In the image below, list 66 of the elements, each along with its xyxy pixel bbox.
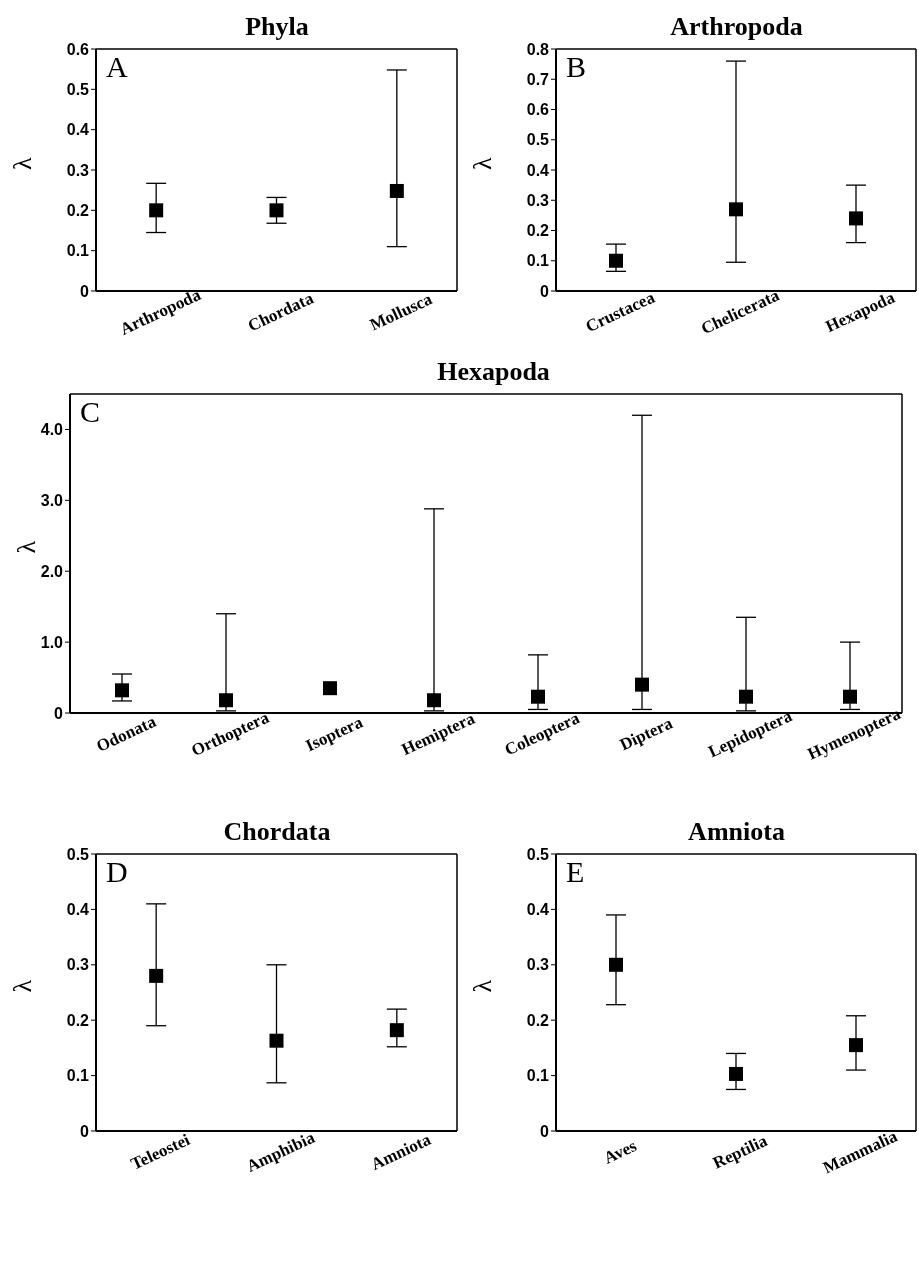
point (219, 693, 233, 708)
y-tick-label: 3.0 (40, 492, 64, 510)
point (635, 677, 649, 692)
point (849, 1038, 863, 1053)
point (729, 1066, 743, 1081)
y-tick-label: 0.6 (526, 101, 550, 119)
point (609, 253, 623, 268)
chart-title: Arthropoda (669, 12, 804, 42)
point (609, 957, 623, 972)
point (849, 211, 863, 226)
y-axis-title: λ (468, 157, 498, 170)
y-axis-title: λ (8, 157, 38, 170)
y-tick-label: 0.4 (526, 901, 550, 919)
x-tick-label: Aves (600, 1136, 640, 1168)
y-tick-label: 0.2 (526, 1011, 550, 1029)
y-axis-title: λ (8, 979, 38, 993)
point (531, 689, 545, 704)
y-tick-label: 4.0 (40, 421, 64, 439)
point (269, 1033, 284, 1048)
y-tick-label: 0.2 (526, 222, 550, 240)
y-tick-label: 0.5 (526, 131, 550, 149)
point (115, 683, 129, 698)
y-tick-label: 0.3 (66, 161, 90, 179)
point (427, 693, 441, 708)
y-tick-label: 0.3 (526, 956, 550, 974)
y-tick-label: 0.6 (66, 40, 90, 58)
y-tick-label: 0.5 (66, 845, 90, 863)
y-tick-label: 0.5 (526, 845, 550, 863)
y-tick-label: 0.2 (66, 1011, 90, 1029)
annotation: D (106, 855, 128, 888)
y-tick-label: 0 (540, 282, 550, 300)
annotation: E (566, 855, 585, 888)
y-tick-label: 0.4 (526, 161, 550, 179)
y-tick-label: 1.0 (40, 633, 64, 651)
chart-title: Hexapoda (436, 357, 551, 387)
y-tick-label: 0 (80, 282, 90, 300)
y-tick-label: 0.1 (66, 242, 90, 260)
y-tick-label: 2.0 (40, 562, 64, 580)
annotation: A (106, 50, 128, 83)
point (739, 689, 753, 704)
y-tick-label: 0.1 (66, 1067, 90, 1085)
point (729, 202, 743, 217)
chart-title: Amniota (687, 817, 786, 847)
y-axis-title: λ (12, 540, 42, 554)
y-tick-label: 0.4 (66, 901, 90, 919)
y-tick-label: 0.2 (66, 202, 90, 220)
y-tick-label: 0.3 (526, 191, 550, 209)
annotation: B (566, 50, 587, 83)
y-axis-title: λ (468, 979, 498, 993)
y-tick-label: 0.1 (526, 1067, 550, 1085)
y-tick-label: 0 (540, 1122, 550, 1140)
point (389, 1023, 404, 1038)
chart-title: Chordata (222, 817, 332, 847)
chart-title: Phyla (244, 12, 310, 42)
y-tick-label: 0 (54, 704, 64, 722)
y-tick-label: 0.5 (66, 81, 90, 99)
y-tick-label: 0.1 (526, 252, 550, 270)
y-tick-label: 0.7 (526, 70, 550, 88)
y-tick-label: 0.3 (66, 956, 90, 974)
y-tick-label: 0.4 (66, 121, 90, 139)
annotation: C (80, 395, 101, 428)
point (323, 681, 337, 696)
point (149, 968, 164, 983)
y-tick-label: 0 (80, 1122, 90, 1140)
y-tick-label: 0.8 (526, 40, 550, 58)
point (843, 689, 857, 704)
